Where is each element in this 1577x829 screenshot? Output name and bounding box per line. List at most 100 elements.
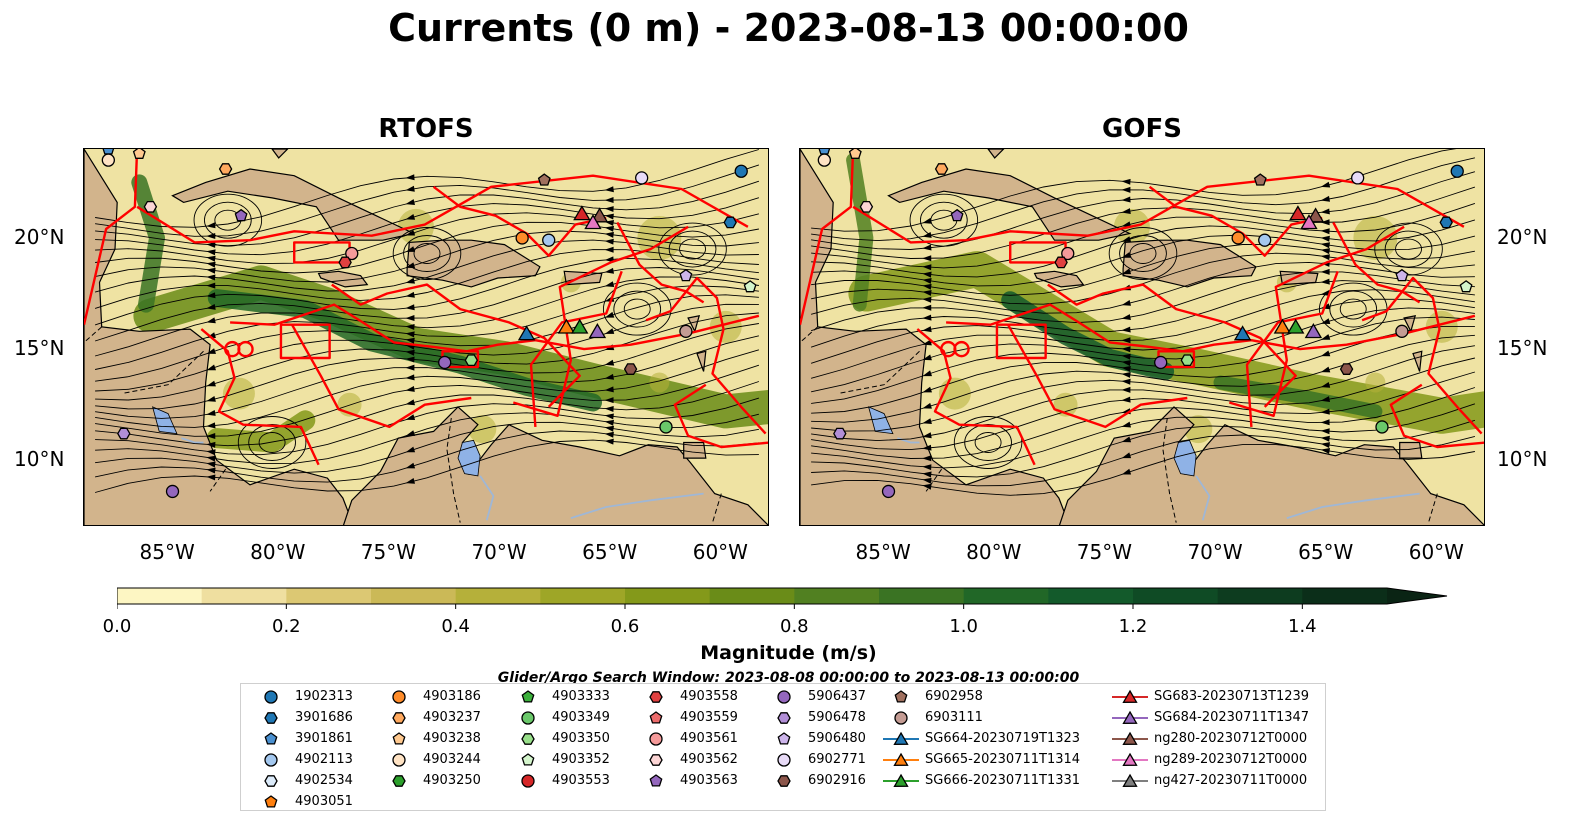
- legend-label: 4903561: [680, 731, 738, 746]
- land-mass: [1033, 270, 1085, 288]
- lat-tick-label-right: 20°N: [1497, 224, 1548, 249]
- lat-tick-label-left: 10°N: [14, 447, 65, 472]
- legend-label: ng280-20230712T0000: [1154, 731, 1308, 746]
- lon-tick-label: 75°W: [1076, 540, 1133, 564]
- glider-marker-SG666: [1286, 318, 1305, 334]
- legend-label: ng427-20230711T0000: [1154, 773, 1308, 788]
- legend-marker: [649, 732, 663, 746]
- legend-marker: [264, 775, 278, 787]
- land-mass: [317, 270, 369, 288]
- float-marker-6902958: [1253, 173, 1267, 186]
- float-marker-3901861: [818, 149, 831, 155]
- colorbar-segment: [625, 588, 711, 604]
- legend-label: 6902958: [925, 689, 983, 704]
- legend-marker: [1122, 689, 1138, 703]
- lon-tick-label: 65°W: [582, 540, 638, 564]
- land-mass: [1058, 406, 1484, 525]
- float-marker-1902313: [734, 164, 748, 178]
- glider-marker-SG683: [573, 205, 591, 221]
- float-marker-5906437: [881, 484, 896, 499]
- streamlines: [810, 149, 1476, 496]
- float-marker-4903558: [1054, 256, 1068, 269]
- legend-label: 4903237: [423, 710, 481, 725]
- legend-label: 4902534: [295, 773, 353, 788]
- glider-marker-SG664: [517, 325, 536, 341]
- colorbar-tick-label: 1.4: [1288, 616, 1317, 637]
- float-marker-6902771: [1351, 171, 1365, 185]
- legend-marker: [1122, 731, 1138, 745]
- colorbar-segment: [371, 588, 457, 604]
- legend-label: SG665-20230711T1314: [925, 752, 1081, 767]
- float-marker-6903111: [679, 324, 693, 338]
- glider-marker-SG664: [1233, 325, 1252, 341]
- legend-marker: [392, 775, 406, 787]
- map-panel-gofs[interactable]: [799, 148, 1485, 526]
- legend-label: 4903250: [423, 773, 481, 788]
- legend-label: 3901686: [295, 710, 353, 725]
- legend-label: 4903553: [552, 773, 610, 788]
- legend-label: 6902916: [808, 773, 866, 788]
- legend-marker: [777, 712, 791, 724]
- lon-tick-label: 80°W: [966, 540, 1022, 564]
- colorbar-tick-label: 0.4: [441, 616, 470, 637]
- current-band: [131, 174, 165, 313]
- legend-marker: [777, 690, 791, 704]
- legend-marker: [392, 712, 406, 724]
- legend-label: 4903051: [295, 794, 353, 809]
- colorbar-segment: [201, 588, 287, 604]
- current-band: [846, 153, 874, 312]
- float-markers: [101, 149, 757, 499]
- colorbar-extend-arrow: [1387, 588, 1447, 604]
- colorbar-segment: [963, 588, 1049, 604]
- map-canvas: [84, 149, 768, 525]
- glider-marker-SG684: [1304, 322, 1323, 339]
- legend-marker: [264, 795, 278, 808]
- lat-tick-label-right: 15°N: [1497, 336, 1548, 361]
- float-marker-4903349: [1375, 420, 1389, 434]
- legend-marker: [893, 731, 909, 745]
- legend-label: 4903238: [423, 731, 481, 746]
- lon-tick-label: 85°W: [139, 540, 195, 564]
- legend-marker: [264, 753, 278, 767]
- colorbar-segment: [540, 588, 626, 604]
- land-mass: [84, 149, 354, 525]
- legend-label: 4903349: [552, 710, 610, 725]
- float-marker-4903558: [338, 256, 352, 269]
- legend-marker: [649, 774, 663, 787]
- float-marker-5906480: [679, 268, 693, 282]
- lon-tick-label: 80°W: [250, 540, 306, 564]
- legend-marker: [521, 733, 535, 745]
- lon-tick-label: 70°W: [471, 540, 527, 564]
- legend-marker: [893, 773, 909, 787]
- float-marker-4903350: [464, 354, 479, 367]
- float-marker-4903352: [743, 280, 757, 293]
- legend-label: 4903333: [552, 689, 610, 704]
- legend-marker: [521, 711, 535, 725]
- float-marker-6903111: [1395, 324, 1409, 338]
- legend-label: 4903350: [552, 731, 610, 746]
- float-marker-5906480: [1395, 268, 1409, 282]
- legend-label: SG683-20230713T1239: [1154, 689, 1310, 704]
- land-mass: [1403, 315, 1417, 333]
- legend-label: 4903563: [680, 773, 738, 788]
- colorbar-segment: [794, 588, 880, 604]
- colorbar-title: Magnitude (m/s): [700, 642, 877, 664]
- legend-marker: [649, 754, 663, 766]
- float-marker-4903237: [218, 163, 233, 175]
- glider-marker-SG665: [557, 318, 576, 334]
- legend-marker: [777, 753, 791, 767]
- colorbar-segment: [709, 588, 795, 604]
- legend-label: 4903186: [423, 689, 481, 704]
- legend-marker: [1122, 710, 1138, 724]
- colorbar-segment: [1133, 588, 1219, 604]
- float-marker-5906437: [438, 355, 452, 370]
- map-panel-rtofs[interactable]: [83, 148, 769, 526]
- legend-label: 5906478: [808, 710, 866, 725]
- lake: [867, 406, 894, 435]
- legend-marker: [521, 774, 535, 788]
- legend-marker: [1122, 773, 1138, 787]
- colorbar-segment: [1217, 588, 1303, 604]
- colorbar-segment: [879, 588, 965, 604]
- current-band: [1001, 291, 1175, 381]
- current-band: [207, 289, 602, 412]
